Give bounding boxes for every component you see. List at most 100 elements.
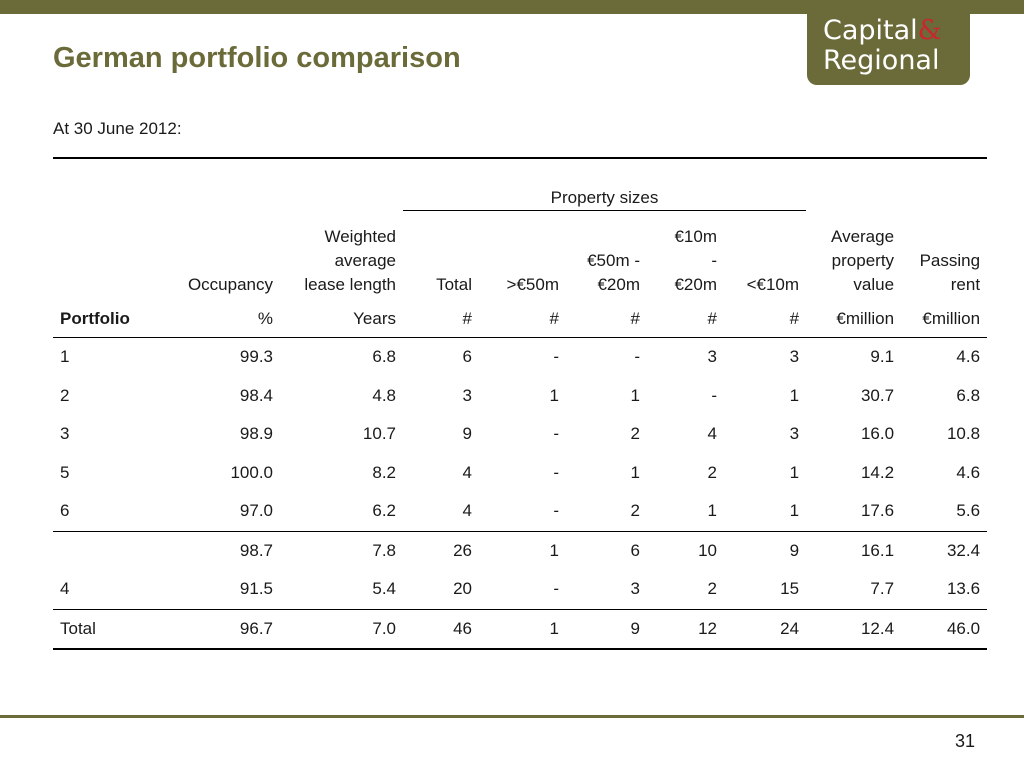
value-cell: 98.9 (239, 424, 273, 444)
value-cell: 2 (630, 501, 640, 521)
value-cell: 6.8 (372, 347, 396, 367)
value-cell: - (553, 462, 559, 482)
page-title: German portfolio comparison (53, 42, 461, 74)
unit-cell: €million (922, 308, 981, 328)
value-cell: 5.4 (372, 579, 396, 599)
value-cell: 4.6 (956, 347, 981, 367)
value-cell: 26 (403, 530, 479, 570)
value-cell: 97.0 (239, 501, 273, 521)
value-cell: 7.0 (280, 608, 403, 650)
header-lease-length: Weighted average lease length (304, 227, 396, 294)
portfolio-cell: 4 (60, 579, 70, 599)
unit-cell: Years (353, 308, 396, 328)
unit-cell: # (462, 308, 472, 328)
value-cell: 7.8 (280, 530, 403, 570)
value-cell: 98.7 (148, 530, 280, 570)
table-row: 5 100.0 8.2 4 - 1 2 1 14.2 4.6 (53, 454, 987, 493)
logo-word-capital: Capital (823, 15, 918, 46)
bottom-accent-bar (0, 715, 1024, 718)
value-cell: 1 (630, 385, 640, 405)
value-cell: 100.0 (230, 462, 273, 482)
value-cell: 8.2 (372, 462, 396, 482)
property-sizes-label: Property sizes (403, 188, 807, 211)
value-cell: 6.2 (372, 501, 396, 521)
value-cell: 10.7 (362, 424, 396, 444)
value-cell: 2 (630, 424, 640, 444)
table-row: Total 96.7 7.0 46 1 9 12 24 12.4 46.0 (53, 608, 988, 650)
unit-cell: # (707, 308, 717, 328)
table-row: 2 98.4 4.8 3 1 1 - 1 30.7 6.8 (53, 377, 987, 416)
table-row: 98.7 7.8 26 1 6 10 9 16.1 32.4 (53, 530, 988, 570)
unit-row: Portfolio % Years # # # # # €million €mi… (53, 300, 988, 338)
value-cell: 4 (462, 462, 472, 482)
header-10m-20m: €10m - €20m (674, 227, 717, 294)
value-cell: 12 (647, 608, 724, 650)
value-cell: 3 (707, 347, 717, 367)
value-cell: 13.6 (946, 579, 981, 599)
value-cell: 98.4 (239, 385, 273, 405)
value-cell: 16.1 (806, 530, 902, 570)
value-cell: - (711, 385, 717, 405)
property-sizes-header: Property sizes (403, 158, 807, 213)
as-of-date: At 30 June 2012: (53, 119, 182, 138)
value-cell: 17.6 (860, 501, 895, 521)
portfolio-cell (53, 530, 148, 570)
value-cell: 9 (566, 608, 647, 650)
unit-portfolio: Portfolio (60, 308, 130, 328)
group-header-row: Property sizes (53, 158, 987, 213)
value-cell: 46 (403, 608, 479, 650)
table-row: 3 98.9 10.7 9 - 2 4 3 16.0 10.8 (53, 415, 987, 454)
value-cell: 1 (789, 385, 800, 405)
value-cell: - (553, 501, 559, 521)
column-header-row: Occupancy Weighted average lease length To… (53, 213, 987, 300)
value-cell: 6.8 (956, 385, 981, 405)
portfolio-cell: 1 (60, 347, 70, 367)
logo-word-regional: Regional (823, 45, 940, 76)
unit-cell: % (257, 308, 273, 328)
unit-cell: €million (836, 308, 895, 328)
value-cell: 12.4 (806, 608, 902, 650)
value-cell: 16.0 (860, 424, 895, 444)
value-cell: 7.7 (870, 579, 895, 599)
value-cell: 3 (630, 579, 640, 599)
header-passing-rent: Passing rent (919, 251, 981, 294)
value-cell: 14.2 (860, 462, 895, 482)
company-logo: Capital& Regional (807, 8, 970, 85)
value-cell: - (634, 347, 640, 367)
value-cell: 6 (566, 530, 647, 570)
value-cell: - (553, 579, 559, 599)
page-number: 31 (954, 731, 975, 751)
portfolio-cell: 5 (60, 462, 70, 482)
value-cell: 4.6 (956, 462, 981, 482)
logo-ampersand: & (917, 15, 942, 46)
value-cell: 6 (462, 347, 472, 367)
value-cell: 4.8 (372, 385, 396, 405)
value-cell: 9 (462, 424, 472, 444)
value-cell: 5.6 (956, 501, 981, 521)
value-cell: 9.1 (870, 347, 895, 367)
value-cell: 2 (707, 462, 717, 482)
value-cell: - (553, 347, 559, 367)
value-cell: 15 (780, 579, 800, 599)
table-row: 1 99.3 6.8 6 - - 3 3 9.1 4.6 (53, 338, 987, 377)
value-cell: 30.7 (860, 385, 895, 405)
value-cell: 1 (479, 608, 566, 650)
value-cell: 3 (789, 424, 800, 444)
header-total: Total (436, 275, 472, 294)
value-cell: 99.3 (239, 347, 273, 367)
header-50m-20m: €50m - €20m (587, 251, 640, 294)
top-accent-bar (0, 0, 1024, 14)
value-cell: 4 (707, 424, 717, 444)
header-occupancy: Occupancy (187, 275, 273, 294)
value-cell: - (553, 424, 559, 444)
unit-cell: # (549, 308, 559, 328)
header-avg-property-value: Average property value (831, 227, 895, 294)
table-row: 6 97.0 6.2 4 - 2 1 1 17.6 5.6 (53, 492, 987, 531)
unit-cell: # (630, 308, 640, 328)
portfolio-cell: 2 (60, 385, 70, 405)
value-cell: 2 (707, 579, 717, 599)
value-cell: 9 (724, 530, 807, 570)
value-cell: 10.8 (946, 424, 981, 444)
value-cell: 3 (789, 347, 800, 367)
value-cell: 91.5 (239, 579, 273, 599)
